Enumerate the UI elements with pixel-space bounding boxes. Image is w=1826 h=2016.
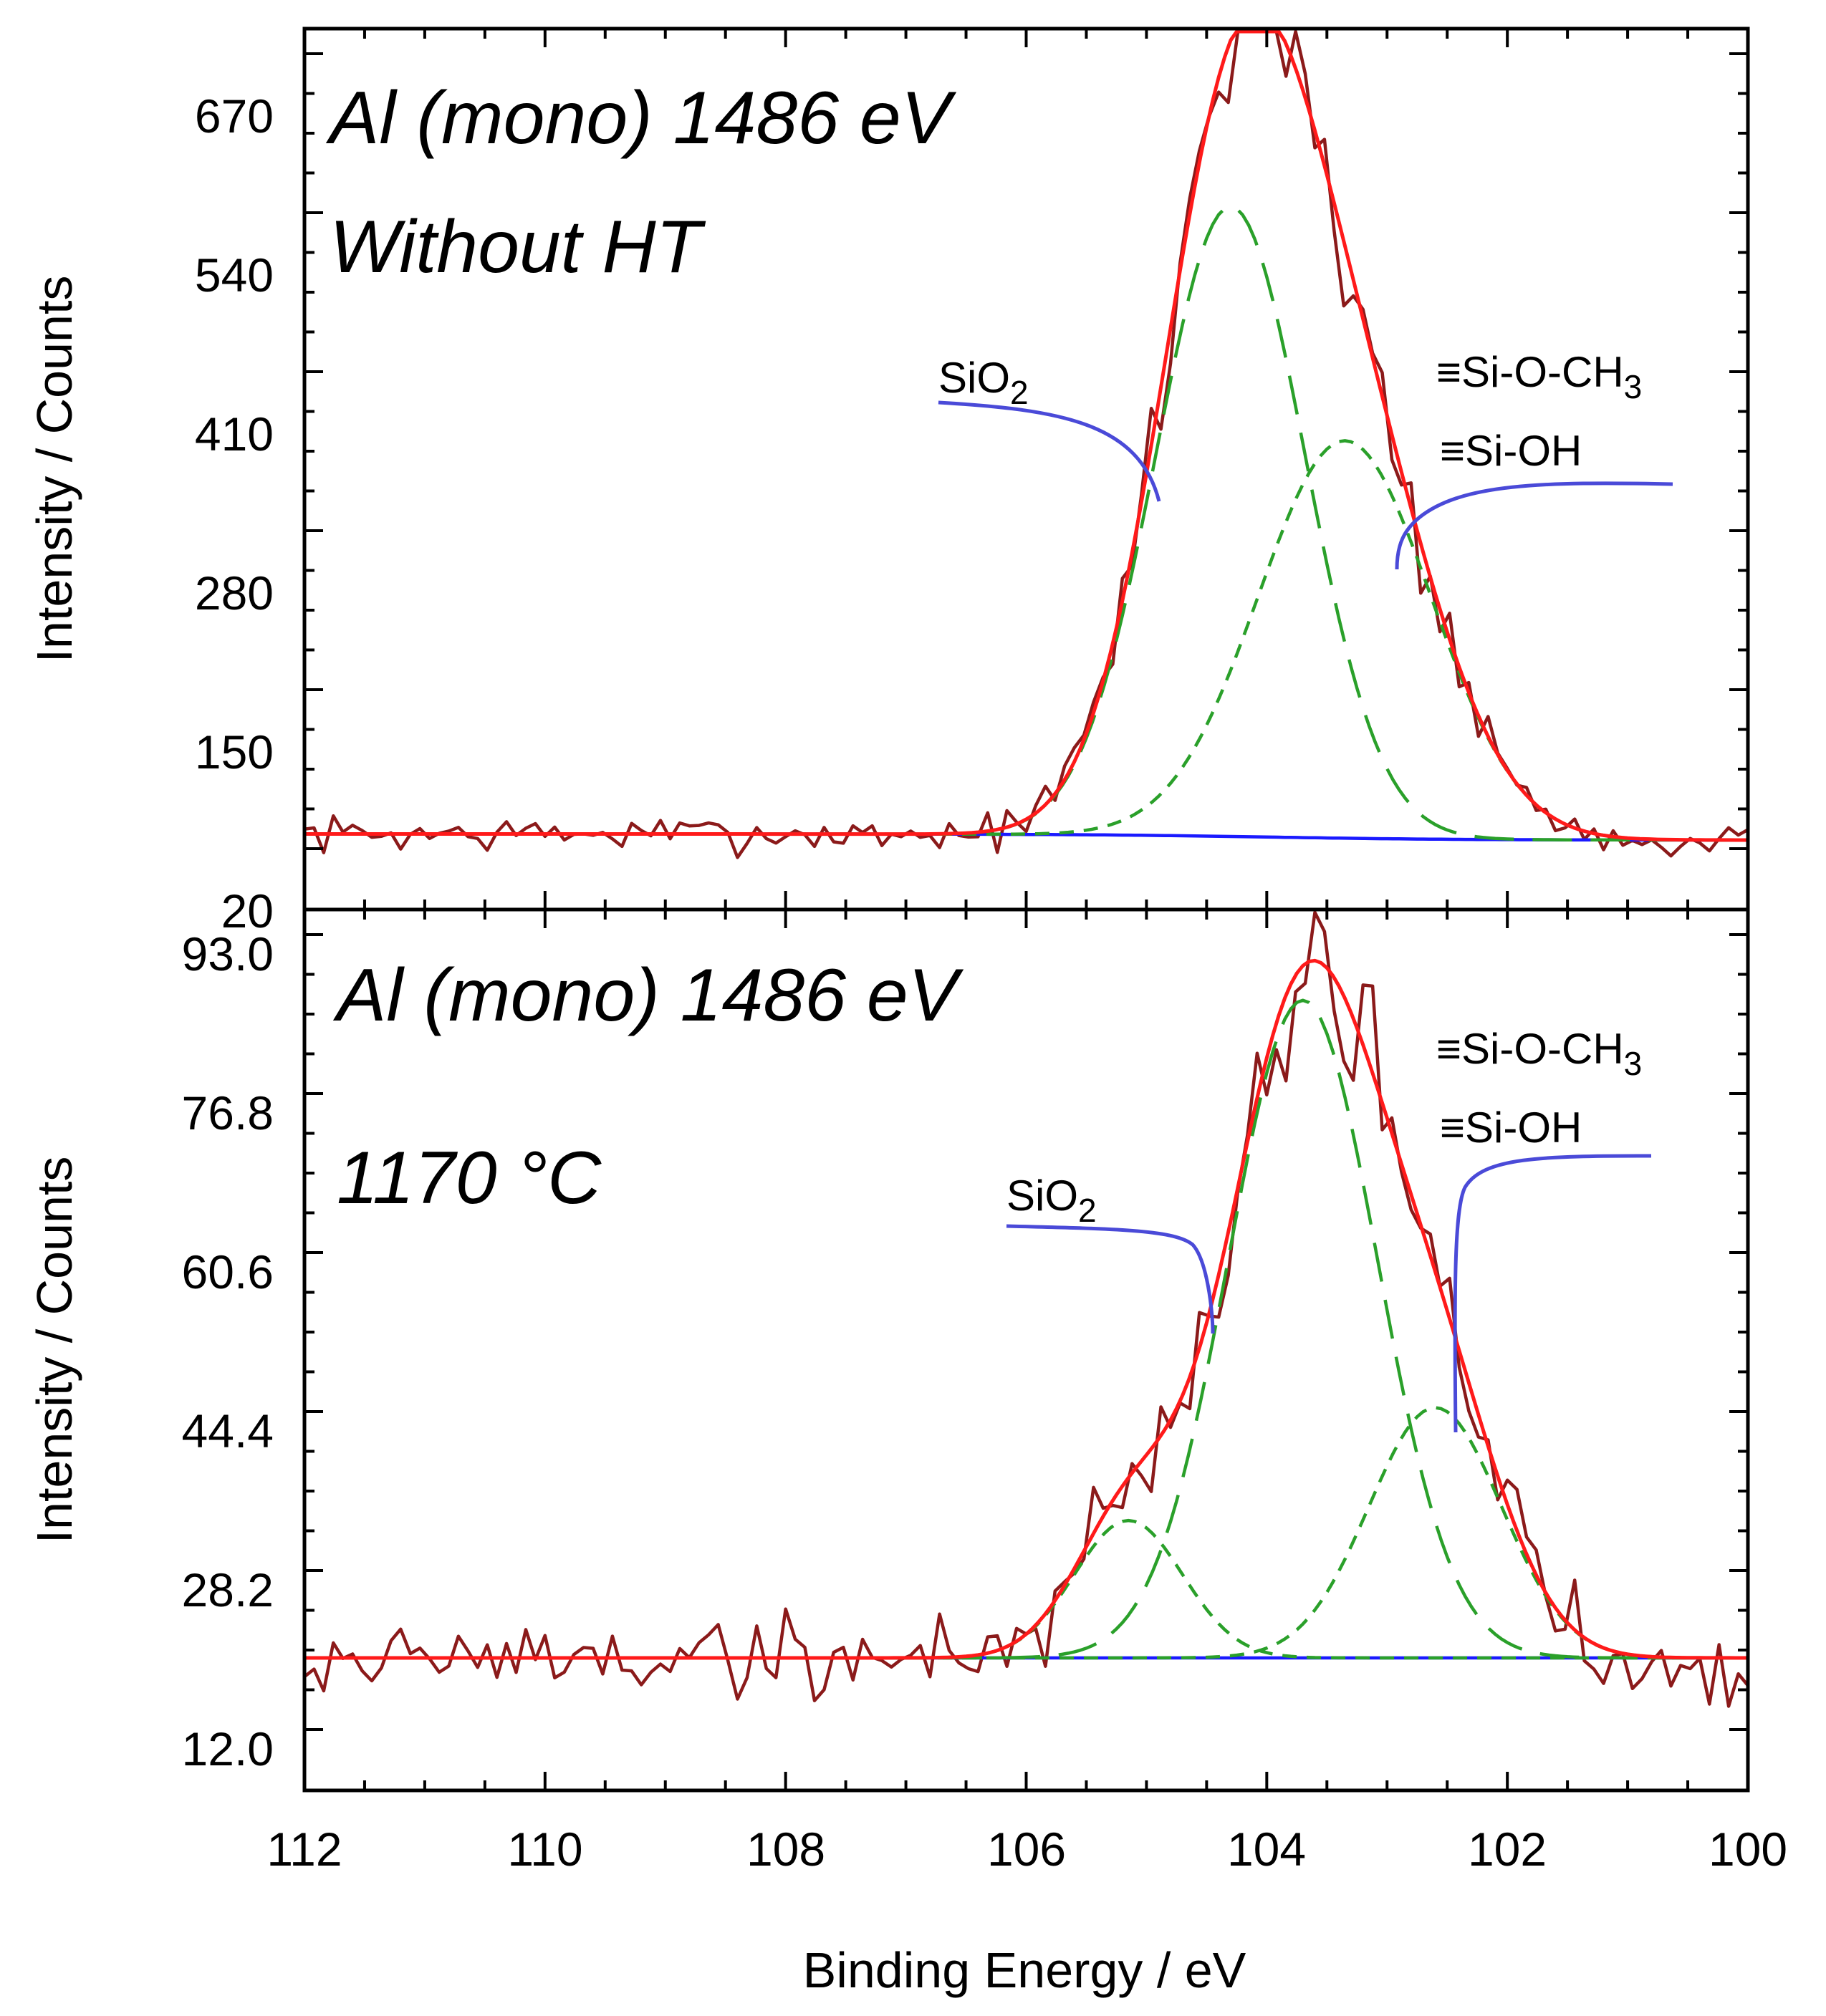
bottom-sio2-pointer: [1006, 1224, 1215, 1334]
x-tick-label: 102: [1468, 1823, 1547, 1876]
top-annotation-si-o-ch3: ≡Si-O-CH3: [1436, 348, 1642, 405]
x-tick-label: 108: [746, 1823, 825, 1876]
top-si-oh-pointer: [1395, 481, 1673, 570]
top-series-si-o-ch3-si-oh-component: [304, 439, 1748, 842]
top-series-sio2-component: [304, 205, 1748, 842]
top-annotation-sio2: SiO2: [938, 354, 1029, 411]
top-ytick-labels: 20 150 280 410 540 670: [195, 90, 274, 937]
bottom-ticks: [303, 910, 1749, 1790]
x-tick-label: 110: [507, 1823, 582, 1876]
top-panel: 20 150 280 410 540 670 Intensity / Count…: [27, 26, 1750, 937]
bottom-annotation-si-oh: ≡Si-OH: [1440, 1104, 1582, 1152]
top-ytick-label: 280: [195, 566, 274, 619]
bottom-si-oh-pointer: [1453, 1154, 1652, 1433]
bottom-series-envelope-fit: [304, 958, 1748, 1660]
top-annotation-si-oh: ≡Si-OH: [1440, 427, 1582, 475]
bottom-ytick-label: 93.0: [182, 927, 274, 980]
top-ticks: [303, 29, 1749, 910]
top-sio2-pointer: [938, 400, 1161, 502]
bottom-ytick-labels: 12.0 28.2 44.4 60.6 76.8 93.0: [182, 927, 274, 1775]
top-series-envelope-fit: [304, 29, 1748, 842]
top-panel-title-line2: Without HT: [330, 206, 706, 289]
bottom-ytick-label: 12.0: [182, 1722, 274, 1775]
bottom-ytick-label: 28.2: [182, 1563, 274, 1616]
bottom-annotation-si-o-ch3: ≡Si-O-CH3: [1436, 1025, 1642, 1082]
bottom-ytick-label: 60.6: [182, 1245, 274, 1298]
bottom-series-sio2-component: [304, 1518, 1748, 1660]
bottom-y-axis-title: Intensity / Counts: [27, 1157, 82, 1544]
top-ytick-label: 540: [195, 249, 274, 302]
x-tick-label: 112: [266, 1823, 342, 1876]
top-ytick-label: 150: [195, 725, 274, 778]
bottom-panel-title-line2: 1170 °C: [337, 1137, 602, 1220]
bottom-annotation-sio2: SiO2: [1006, 1172, 1097, 1229]
top-ytick-label: 670: [195, 90, 274, 143]
x-tick-label: 106: [987, 1823, 1066, 1876]
bottom-series-layer: [303, 910, 1749, 1708]
top-panel-title-line1: Al (mono) 1486 eV: [325, 77, 957, 160]
bottom-ytick-label: 76.8: [182, 1086, 274, 1139]
x-tick-label: 104: [1227, 1823, 1306, 1876]
top-ytick-label: 410: [195, 407, 274, 460]
bottom-panel-title-line1: Al (mono) 1486 eV: [332, 954, 964, 1037]
bottom-series-si-o-ch3-si-oh-component: [304, 1406, 1748, 1660]
x-tick-label: 100: [1709, 1823, 1787, 1876]
bottom-ytick-label: 44.4: [182, 1404, 274, 1457]
x-tick-labels: 112 110 108 106 104 102 100: [266, 1823, 1787, 1876]
top-ytick-label: 20: [221, 884, 274, 937]
bottom-series-si-o-c-main-component: [304, 998, 1748, 1660]
x-axis-title: Binding Energy / eV: [803, 1942, 1246, 1998]
top-y-axis-title: Intensity / Counts: [27, 276, 82, 663]
top-series-layer: [304, 29, 1749, 859]
bottom-panel: 12.0 28.2 44.4 60.6 76.8 93.0 Intensity …: [27, 907, 1750, 1793]
